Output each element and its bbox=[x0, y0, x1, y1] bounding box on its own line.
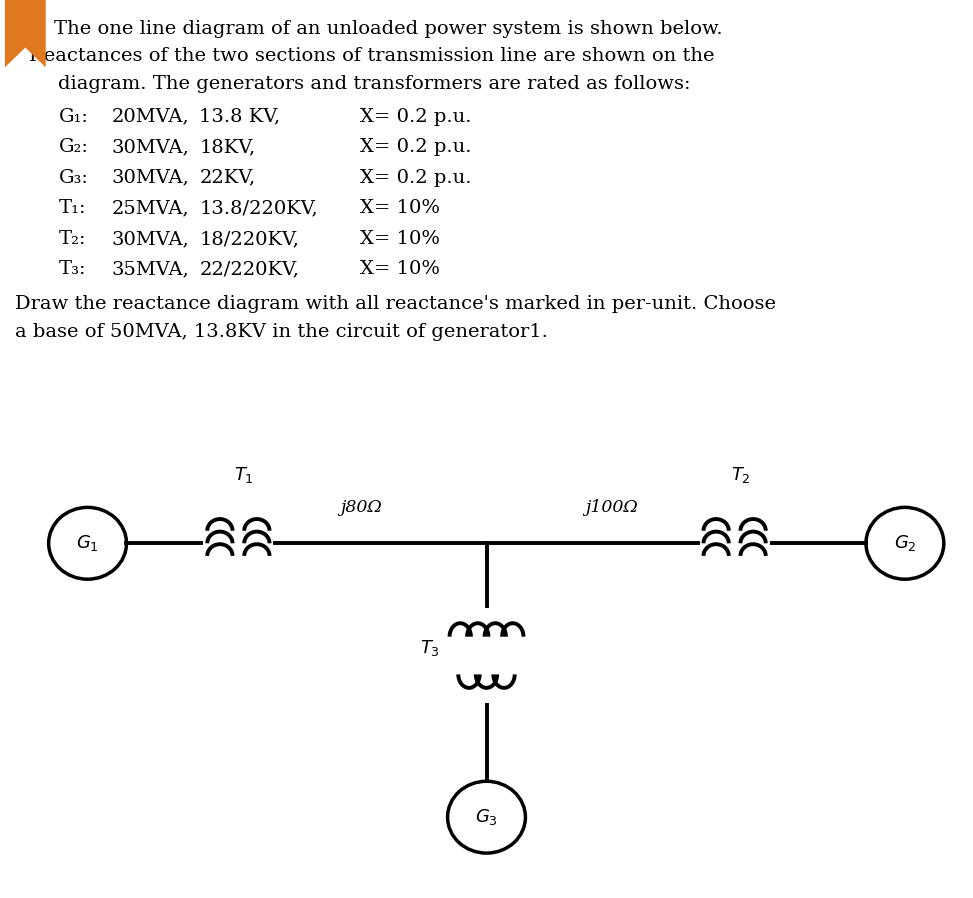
Text: $T_1$: $T_1$ bbox=[234, 465, 254, 485]
Text: 13.8/220KV,: 13.8/220KV, bbox=[199, 199, 318, 217]
Text: X= 10%: X= 10% bbox=[360, 230, 440, 248]
Text: X= 0.2 p.u.: X= 0.2 p.u. bbox=[360, 138, 472, 156]
Text: 30MVA,: 30MVA, bbox=[112, 169, 190, 187]
Text: Draw the reactance diagram with all reactance's marked in per-unit. Choose: Draw the reactance diagram with all reac… bbox=[15, 295, 775, 313]
Text: 22KV,: 22KV, bbox=[199, 169, 256, 187]
Text: 13.8 KV,: 13.8 KV, bbox=[199, 108, 280, 126]
Text: 18KV,: 18KV, bbox=[199, 138, 256, 156]
Text: $T_2$: $T_2$ bbox=[731, 465, 750, 485]
Text: 30MVA,: 30MVA, bbox=[112, 230, 190, 248]
Text: $T_3$: $T_3$ bbox=[419, 638, 440, 658]
Text: The one line diagram of an unloaded power system is shown below.: The one line diagram of an unloaded powe… bbox=[54, 20, 722, 38]
Text: X= 0.2 p.u.: X= 0.2 p.u. bbox=[360, 169, 472, 187]
Text: G₁:: G₁: bbox=[58, 108, 89, 126]
Text: X= 0.2 p.u.: X= 0.2 p.u. bbox=[360, 108, 472, 126]
Text: X= 10%: X= 10% bbox=[360, 199, 440, 217]
Text: 30MVA,: 30MVA, bbox=[112, 138, 190, 156]
Text: T₂:: T₂: bbox=[58, 230, 86, 248]
Text: Reactances of the two sections of transmission line are shown on the: Reactances of the two sections of transm… bbox=[29, 47, 715, 65]
Text: 18/220KV,: 18/220KV, bbox=[199, 230, 300, 248]
Text: 20MVA,: 20MVA, bbox=[112, 108, 190, 126]
Text: 25MVA,: 25MVA, bbox=[112, 199, 190, 217]
Text: 35MVA,: 35MVA, bbox=[112, 260, 190, 278]
Text: $G_3$: $G_3$ bbox=[475, 807, 498, 827]
Text: diagram. The generators and transformers are rated as follows:: diagram. The generators and transformers… bbox=[58, 75, 691, 93]
Polygon shape bbox=[5, 0, 46, 67]
Text: j100Ω: j100Ω bbox=[585, 499, 638, 516]
Text: T₃:: T₃: bbox=[58, 260, 86, 278]
Text: X= 10%: X= 10% bbox=[360, 260, 440, 278]
Text: $G_2$: $G_2$ bbox=[893, 533, 917, 553]
Text: G₃:: G₃: bbox=[58, 169, 89, 187]
Text: 22/220KV,: 22/220KV, bbox=[199, 260, 300, 278]
Text: G₂:: G₂: bbox=[58, 138, 89, 156]
Text: T₁:: T₁: bbox=[58, 199, 86, 217]
Text: a base of 50MVA, 13.8KV in the circuit of generator1.: a base of 50MVA, 13.8KV in the circuit o… bbox=[15, 323, 548, 341]
Text: j80Ω: j80Ω bbox=[341, 499, 382, 516]
Text: $G_1$: $G_1$ bbox=[76, 533, 99, 553]
